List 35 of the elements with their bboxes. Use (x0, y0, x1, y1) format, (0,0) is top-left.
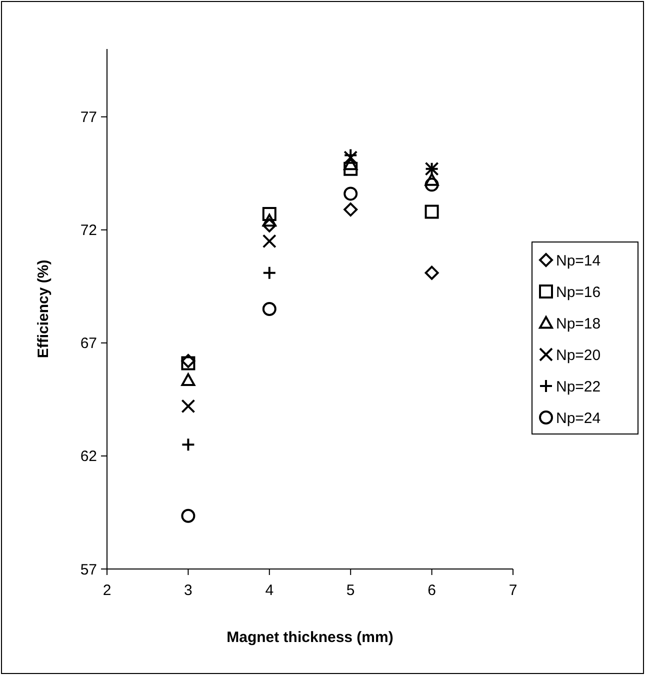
x-tick-label: 3 (184, 582, 192, 599)
x-tick-label: 4 (265, 582, 274, 599)
x-tick-label: 7 (508, 582, 518, 599)
point (262, 302, 276, 316)
legend-label: Np=22 (556, 378, 601, 396)
point (181, 508, 196, 523)
y-tick-label: 62 (80, 448, 97, 466)
legend-label: Np=14 (556, 252, 601, 270)
y-tick-label: 72 (80, 222, 97, 240)
y-tick-label: 57 (80, 561, 97, 578)
legend-label: Np=16 (556, 284, 601, 301)
point (424, 266, 439, 280)
y-tick-label: 67 (80, 335, 97, 352)
y-axis-title: Efficiency (%) (35, 260, 52, 358)
point (344, 186, 358, 201)
y-tick-label: 77 (80, 109, 97, 126)
legend-label: Np=24 (556, 410, 601, 427)
legend-label: Np=20 (556, 346, 601, 364)
point (181, 356, 196, 370)
point (424, 173, 439, 186)
point (262, 214, 276, 227)
x-tick-label: 2 (102, 582, 112, 599)
x-tick-label: 5 (346, 582, 355, 599)
point (344, 162, 358, 176)
point (262, 234, 276, 248)
point (424, 204, 439, 219)
point (262, 207, 276, 222)
point (181, 399, 196, 414)
point (181, 373, 196, 386)
point (424, 178, 439, 192)
legend-label: Np=18 (556, 315, 601, 332)
point (344, 202, 358, 217)
x-tick-label: 6 (428, 582, 436, 599)
point (181, 354, 196, 368)
x-axis-title: Magnet thickness (mm) (226, 629, 394, 646)
